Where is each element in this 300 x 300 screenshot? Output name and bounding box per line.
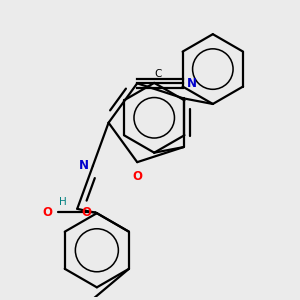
Text: C: C bbox=[154, 68, 161, 79]
Text: O: O bbox=[132, 170, 142, 183]
Text: O: O bbox=[42, 206, 52, 219]
Text: N: N bbox=[79, 159, 88, 172]
Text: H: H bbox=[59, 197, 67, 207]
Text: O: O bbox=[82, 206, 92, 219]
Text: N: N bbox=[188, 77, 197, 90]
